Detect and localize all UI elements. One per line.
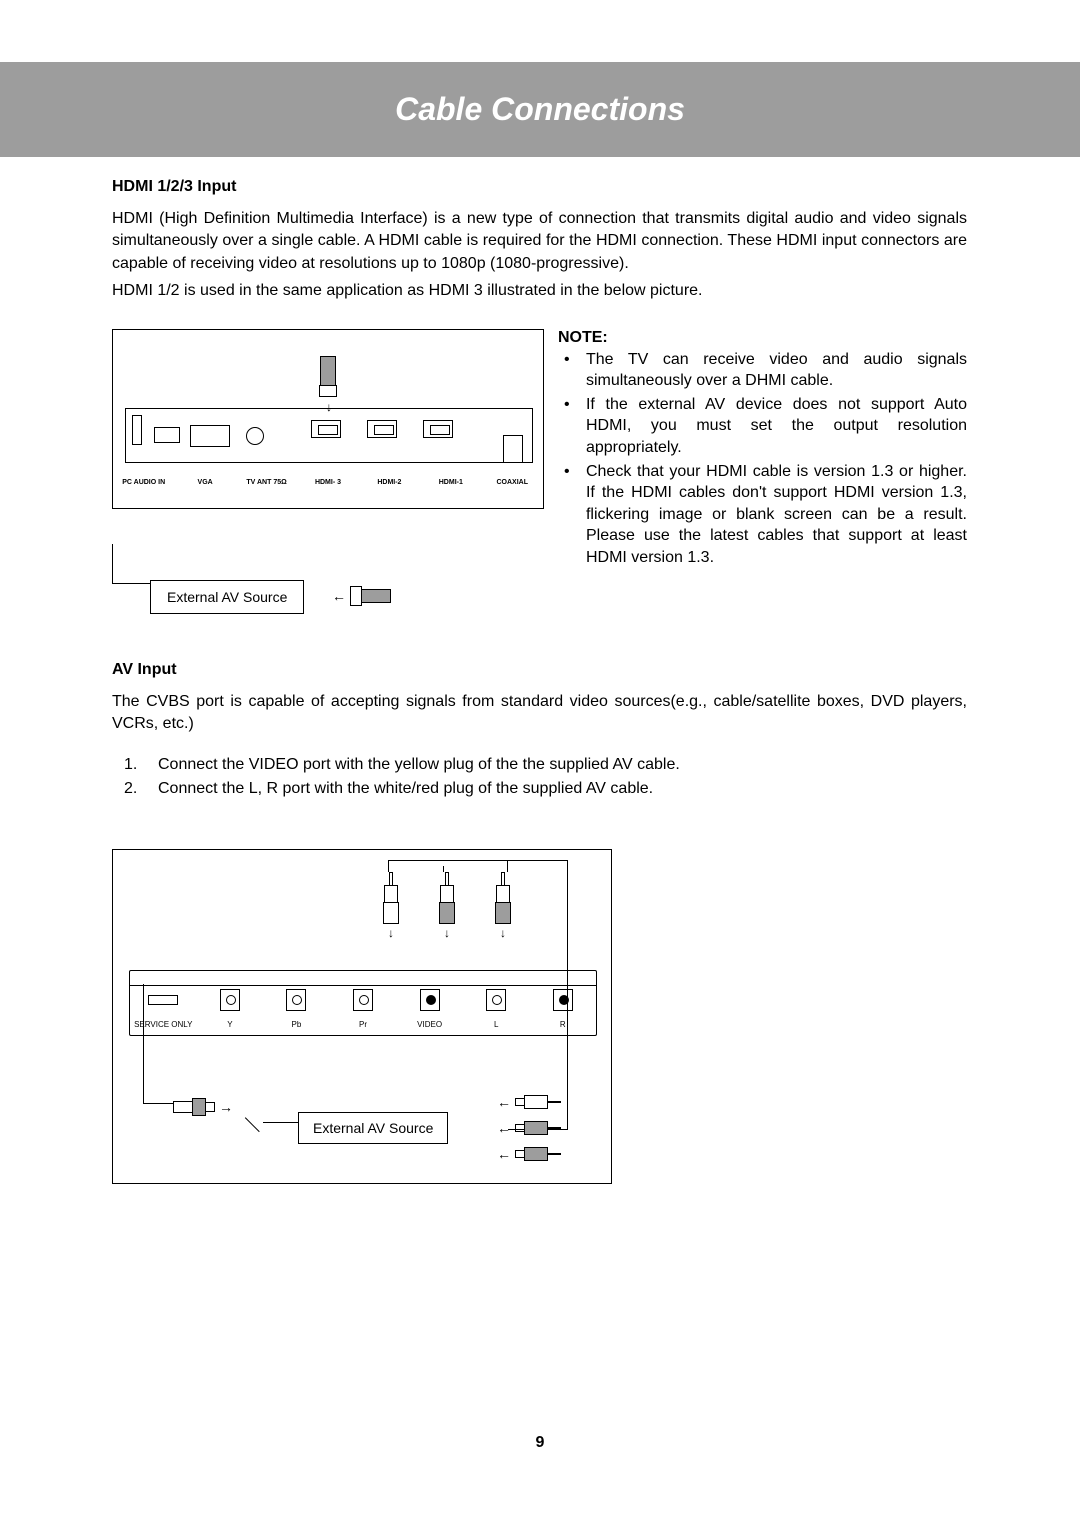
leader-line [263,1122,299,1123]
port-label: R [529,1020,596,1029]
header-band: Cable Connections [0,62,1080,157]
left-arrow-icon: ← [332,588,346,604]
wire-icon [143,984,173,1104]
rca-connector-icon: ← [497,1120,561,1136]
rca-connector-icon: ← [497,1146,561,1162]
leader-line [112,544,152,584]
hdmi-diagram-row: ↓ PC AUDIO IN VGA TV ANT 75Ω HDMI- 3 HDM… [112,329,967,629]
port-label: Y [197,1020,264,1029]
rca-connector-group: ← ← ← [497,1094,561,1172]
port-label: Pr [330,1020,397,1029]
tv-back-panel: SERVICE ONLY Y Pb Pr VIDEO L R [129,970,597,1036]
hdmi1-port-icon [423,420,453,438]
note-list: The TV can receive video and audio signa… [558,349,967,569]
hdmi-paragraph-2: HDMI 1/2 is used in the same application… [112,280,967,302]
note-item: The TV can receive video and audio signa… [558,349,967,392]
note-label: NOTE: [558,329,608,346]
leader-line [245,1104,273,1132]
port-label-row: PC AUDIO IN VGA TV ANT 75Ω HDMI- 3 HDMI-… [113,479,543,486]
port-label: COAXIAL [487,479,537,486]
hdmi2-port-icon [367,420,397,438]
service-cable-icon: → [173,1098,233,1116]
note-item: Check that your HDMI cable is version 1.… [558,461,967,569]
port-label: HDMI-1 [426,479,476,486]
page-number: 9 [0,1434,1080,1452]
port-label: VIDEO [396,1020,463,1029]
rca-plug-white-icon: ↓ [437,872,457,940]
hdmi-cable-plug-icon [320,356,336,404]
rca-plug-group: ↓ ↓ ↓ [381,872,513,940]
rca-plug-yellow-icon: ↓ [381,872,401,940]
coaxial-port-icon [503,435,523,463]
wire-icon [388,860,508,872]
av-paragraph: The CVBS port is capable of accepting si… [112,691,967,736]
port-label: HDMI-2 [364,479,414,486]
hdmi-cable-connector-icon: ← [332,586,391,606]
hdmi-diagram: ↓ PC AUDIO IN VGA TV ANT 75Ω HDMI- 3 HDM… [112,329,543,629]
pb-port-icon [286,989,306,1011]
left-arrow-icon: ← [497,1120,511,1136]
port-label: HDMI- 3 [303,479,353,486]
down-arrow-icon: ↓ [388,926,394,940]
pr-port-icon [353,989,373,1011]
page-title: Cable Connections [395,91,685,128]
left-arrow-icon: ← [497,1146,511,1162]
port-label: PC AUDIO IN [119,479,169,486]
av-section-title: AV Input [112,661,967,679]
hdmi-section-title: HDMI 1/2/3 Input [112,178,967,196]
note-column: NOTE: The TV can receive video and audio… [558,329,967,629]
av-steps-list: Connect the VIDEO port with the yellow p… [116,753,967,801]
right-arrow-icon: → [219,1099,233,1115]
hdmi-paragraph-1: HDMI (High Definition Multimedia Interfa… [112,208,967,275]
step-item: Connect the VIDEO port with the yellow p… [116,753,967,777]
y-port-icon [220,989,240,1011]
step-item: Connect the L, R port with the white/red… [116,777,967,801]
port-label: VGA [180,479,230,486]
left-arrow-icon: ← [497,1094,511,1110]
hdmi3-port-icon [311,420,341,438]
video-port-icon [420,989,440,1011]
port-label: L [463,1020,530,1029]
rca-plug-red-icon: ↓ [493,872,513,940]
external-av-source-box: External AV Source [298,1112,448,1144]
down-arrow-icon: ↓ [500,926,506,940]
note-item: If the external AV device does not suppo… [558,394,967,459]
external-av-source-box: External AV Source [150,580,304,614]
l-port-icon [486,989,506,1011]
av-diagram: ↓ ↓ ↓ [112,849,612,1184]
down-arrow-icon: ↓ [444,926,450,940]
rca-connector-icon: ← [497,1094,561,1110]
port-label: Pb [263,1020,330,1029]
r-port-icon [553,989,573,1011]
port-label: TV ANT 75Ω [242,479,292,486]
av-section: AV Input The CVBS port is capable of acc… [112,661,967,1185]
page-content: HDMI 1/2/3 Input HDMI (High Definition M… [112,178,967,1184]
